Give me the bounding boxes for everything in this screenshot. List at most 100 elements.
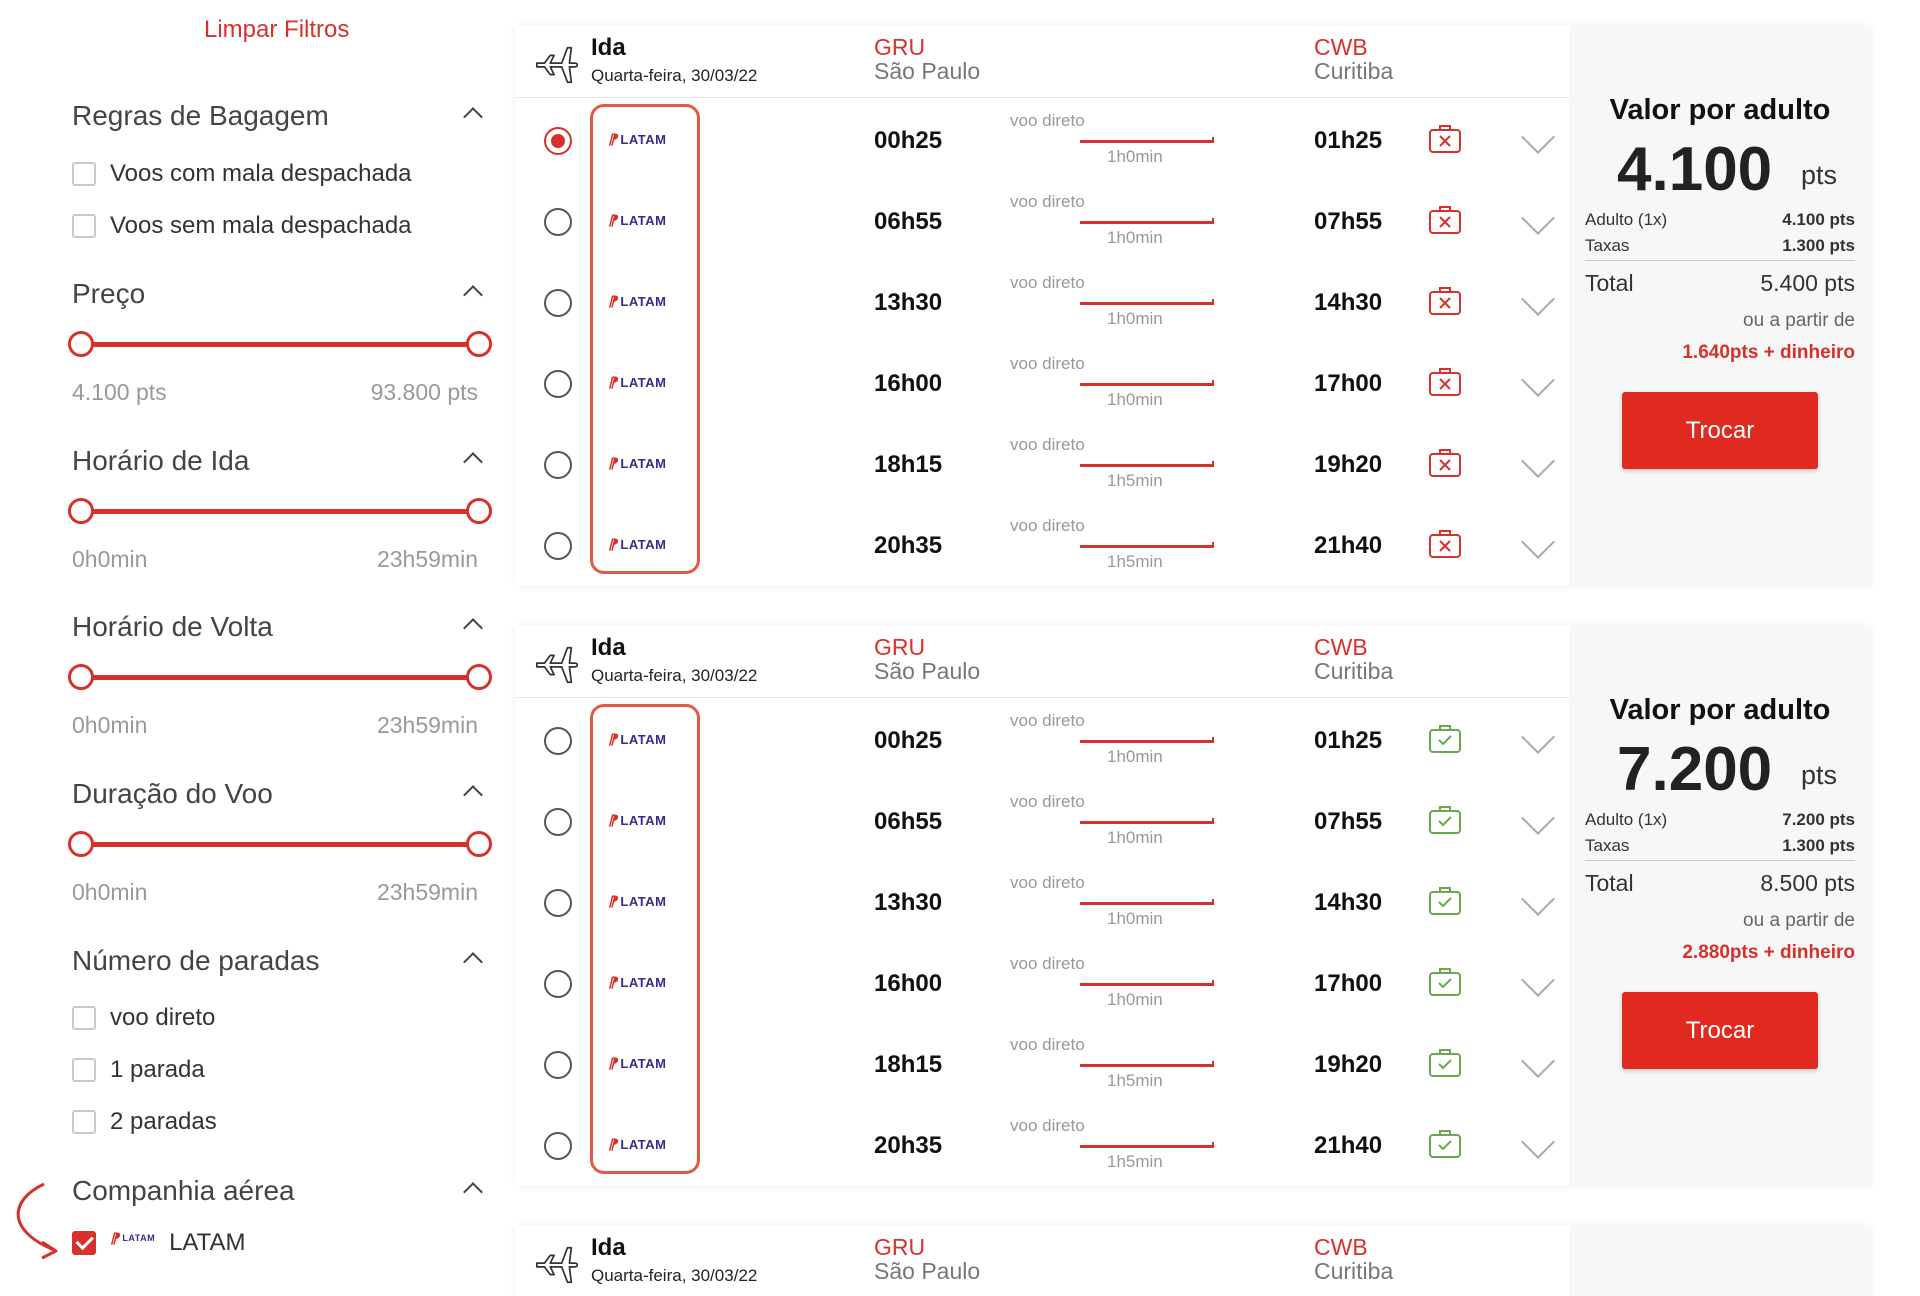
radio-selected[interactable] xyxy=(544,127,572,155)
chevron-down-icon[interactable] xyxy=(1521,201,1555,235)
chevron-down-icon[interactable] xyxy=(1521,525,1555,559)
flight-row[interactable]: ⁋ LATAM 20h35 voo direto 1h5min 21h40 xyxy=(515,1104,1569,1185)
radio-button[interactable] xyxy=(544,289,572,317)
chevron-down-icon[interactable] xyxy=(1521,801,1555,835)
flight-row[interactable]: ⁋ LATAM 16h00 voo direto 1h0min 17h00 xyxy=(515,942,1569,1023)
chevron-down-icon[interactable] xyxy=(1521,963,1555,997)
flights-panel: Ida Quarta-feira, 30/03/22 GRU São Paulo… xyxy=(515,1226,1569,1296)
stops-option-one[interactable]: 1 parada xyxy=(72,1056,205,1084)
airline-highlight-frame xyxy=(590,104,700,574)
chevron-down-icon[interactable] xyxy=(1521,1125,1555,1159)
chevron-down-icon[interactable] xyxy=(1521,882,1555,916)
flight-row[interactable]: ⁋ LATAM 18h15 voo direto 1h5min 19h20 xyxy=(515,423,1569,504)
checkbox-label: Voos com mala despachada xyxy=(110,160,412,187)
checkbox[interactable] xyxy=(72,1058,96,1082)
card-header: Ida Quarta-feira, 30/03/22 GRU São Paulo… xyxy=(515,626,1569,698)
flight-row[interactable]: ⁋ LATAM 13h30 voo direto 1h0min 14h30 xyxy=(515,861,1569,942)
flight-row[interactable]: ⁋ LATAM 20h35 voo direto 1h5min 21h40 xyxy=(515,504,1569,585)
departure-time: 00h25 xyxy=(874,727,943,754)
flight-row[interactable]: ⁋ LATAM 18h15 voo direto 1h5min 19h20 xyxy=(515,1023,1569,1104)
slider-max-handle[interactable] xyxy=(466,498,492,524)
route-line xyxy=(1080,218,1214,224)
price-unit: pts xyxy=(1801,760,1838,790)
flight-row[interactable]: ⁋ LATAM 06h55 voo direto 1h0min 07h55 xyxy=(515,180,1569,261)
checkbox-label: LATAM xyxy=(169,1229,246,1256)
tax-label: Taxas xyxy=(1585,836,1630,855)
radio-button[interactable] xyxy=(544,808,572,836)
stops-label: voo direto xyxy=(1010,192,1085,211)
price-adult-row: Adulto (1x) 4.100 pts xyxy=(1585,210,1855,230)
slider-track xyxy=(80,342,480,347)
range-max-label: 93.800 pts xyxy=(370,379,478,405)
chevron-down-icon[interactable] xyxy=(1521,120,1555,154)
slider-max-handle[interactable] xyxy=(466,331,492,357)
radio-button[interactable] xyxy=(544,451,572,479)
arrival-time: 14h30 xyxy=(1314,889,1383,916)
radio-button[interactable] xyxy=(544,970,572,998)
origin-code: GRU xyxy=(874,634,926,660)
slider-min-handle[interactable] xyxy=(68,664,94,690)
slider-track xyxy=(80,842,480,847)
slider-min-handle[interactable] xyxy=(68,831,94,857)
checkbox[interactable] xyxy=(72,214,96,238)
price-value: 7.200 xyxy=(1617,735,1773,804)
chevron-down-icon[interactable] xyxy=(1521,282,1555,316)
radio-button[interactable] xyxy=(544,1132,572,1160)
departure-time: 18h15 xyxy=(874,1051,943,1078)
baggage-included-icon xyxy=(1429,1049,1461,1077)
price-total-row: Total 5.400 pts xyxy=(1585,270,1855,297)
radio-button[interactable] xyxy=(544,532,572,560)
flight-row[interactable]: ⁋ LATAM 00h25 voo direto 1h0min 01h25 xyxy=(515,699,1569,780)
stops-option-direct[interactable]: voo direto xyxy=(72,1004,215,1032)
trocar-button[interactable]: Trocar xyxy=(1622,392,1818,469)
baggage-option-with-bag[interactable]: Voos com mala despachada xyxy=(72,160,412,188)
stops-label: voo direto xyxy=(1010,711,1085,730)
radio-button[interactable] xyxy=(544,1051,572,1079)
route-line xyxy=(1080,818,1214,824)
checkbox[interactable] xyxy=(72,1006,96,1030)
airline-filter-title: Companhia aérea xyxy=(72,1175,295,1206)
curved-arrow-icon xyxy=(16,1182,58,1260)
stops-option-two[interactable]: 2 paradas xyxy=(72,1108,217,1136)
airline-option-latam[interactable]: ⁋ LATAM LATAM xyxy=(72,1229,246,1257)
radio-button[interactable] xyxy=(544,727,572,755)
clear-filters-link[interactable]: Limpar Filtros xyxy=(204,16,350,43)
slider-min-handle[interactable] xyxy=(68,331,94,357)
departure-time-slider[interactable] xyxy=(68,496,492,526)
trip-date: Quarta-feira, 30/03/22 xyxy=(591,1266,758,1285)
flight-row[interactable]: ⁋ LATAM 06h55 voo direto 1h0min 07h55 xyxy=(515,780,1569,861)
airline-highlight-frame xyxy=(590,704,700,1174)
price-tax-row: Taxas 1.300 pts xyxy=(1585,836,1855,856)
slider-max-handle[interactable] xyxy=(466,664,492,690)
airplane-icon xyxy=(535,46,579,84)
flight-row[interactable]: ⁋ LATAM 13h30 voo direto 1h0min 14h30 xyxy=(515,261,1569,342)
route-line xyxy=(1080,1142,1214,1148)
flight-row[interactable]: ⁋ LATAM 16h00 voo direto 1h0min 17h00 xyxy=(515,342,1569,423)
chevron-down-icon[interactable] xyxy=(1521,1044,1555,1078)
slider-min-handle[interactable] xyxy=(68,498,94,524)
radio-button[interactable] xyxy=(544,370,572,398)
price-tax-row: Taxas 1.300 pts xyxy=(1585,236,1855,256)
cash-option-link[interactable]: 2.880pts + dinheiro xyxy=(1682,942,1855,963)
stops-label: voo direto xyxy=(1010,273,1085,292)
checkbox-checked[interactable] xyxy=(72,1231,96,1255)
radio-button[interactable] xyxy=(544,889,572,917)
chevron-down-icon[interactable] xyxy=(1521,720,1555,754)
chevron-down-icon[interactable] xyxy=(1521,444,1555,478)
flight-row[interactable]: ⁋ LATAM 00h25 voo direto 1h0min 01h25 xyxy=(515,99,1569,180)
price-slider[interactable] xyxy=(68,329,492,359)
baggage-option-without-bag[interactable]: Voos sem mala despachada xyxy=(72,212,412,240)
duration-slider[interactable] xyxy=(68,829,492,859)
chevron-down-icon[interactable] xyxy=(1521,363,1555,397)
origin-city: São Paulo xyxy=(874,1258,981,1284)
slider-max-handle[interactable] xyxy=(466,831,492,857)
checkbox[interactable] xyxy=(72,1110,96,1134)
cash-option-link[interactable]: 1.640pts + dinheiro xyxy=(1682,342,1855,363)
return-time-slider[interactable] xyxy=(68,662,492,692)
adult-value: 4.100 pts xyxy=(1782,210,1855,229)
radio-button[interactable] xyxy=(544,208,572,236)
checkbox[interactable] xyxy=(72,162,96,186)
stops-label: voo direto xyxy=(1010,516,1085,535)
trocar-button[interactable]: Trocar xyxy=(1622,992,1818,1069)
arrival-time: 21h40 xyxy=(1314,1132,1383,1159)
